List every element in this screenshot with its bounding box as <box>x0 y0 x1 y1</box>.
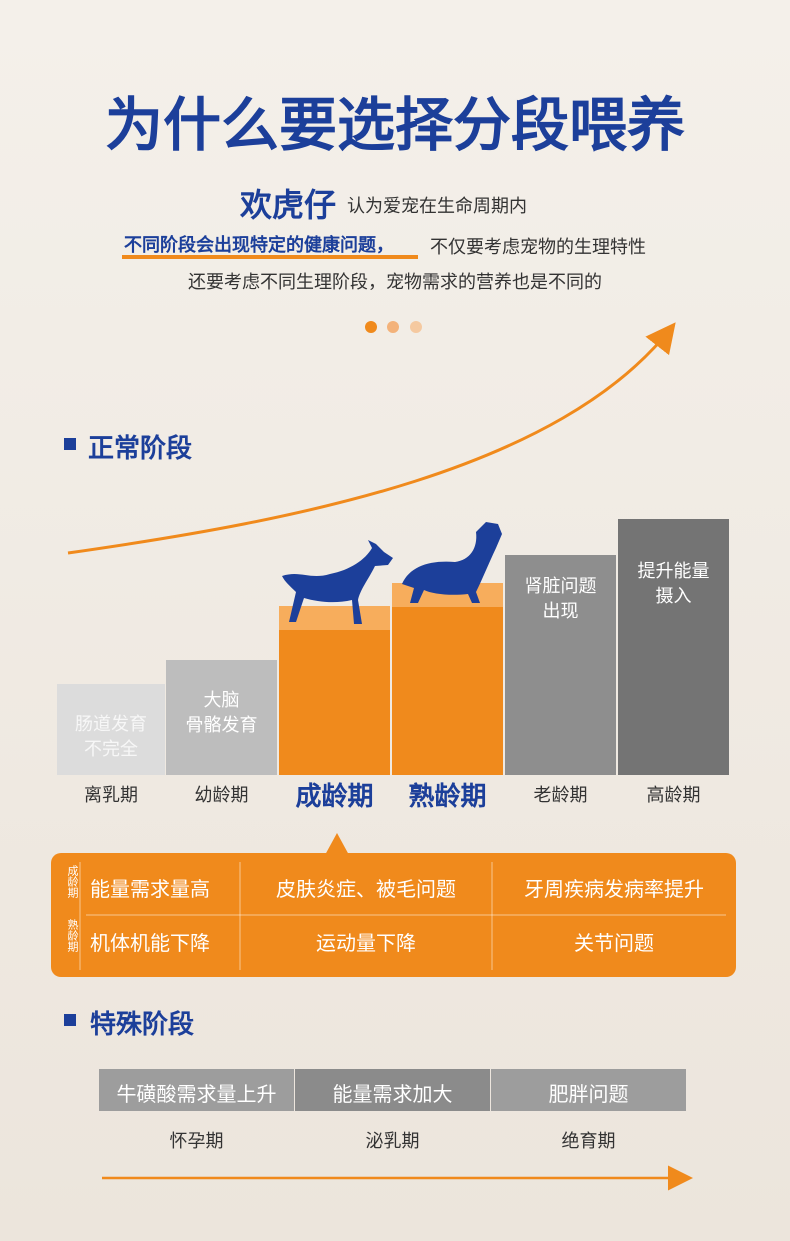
stage-label: 成龄期 <box>295 782 374 812</box>
stage-label: 老龄期 <box>533 785 588 806</box>
intro-text: 不仅要考虑宠物的生理特性 <box>430 237 646 258</box>
panel-cell: 皮肤炎症、被毛问题 <box>276 877 456 901</box>
stage-label: 熟龄期 <box>408 782 487 812</box>
need-cell: 能量需求加大 <box>332 1082 453 1106</box>
stage-note: 摄入 <box>655 586 692 607</box>
panel-cell: 能量需求量高 <box>90 877 210 901</box>
stage-note: 骨骼发育 <box>185 715 258 736</box>
panel-cell: 牙周疾病发病率提升 <box>524 877 704 901</box>
stage-note: 肠道发育 <box>75 714 147 735</box>
section-heading: 特殊阶段 <box>90 1010 195 1040</box>
need-cell: 肥胖问题 <box>548 1082 629 1106</box>
title: 为什么要选择分段喂养 <box>104 91 685 159</box>
stage-note: 大脑 <box>203 690 240 711</box>
row-label: 成龄期 <box>66 865 79 898</box>
stage-note: 出现 <box>542 601 579 622</box>
special-stage: 怀孕期 <box>169 1131 224 1152</box>
stage-note: 肾脏问题 <box>524 576 597 597</box>
stage-label: 高龄期 <box>646 785 701 806</box>
intro-text: 还要考虑不同生理阶段，宠物需求的营养也是不同的 <box>188 272 602 293</box>
panel-cell: 运动量下降 <box>316 931 416 955</box>
panel-cell: 机体机能下降 <box>90 931 210 955</box>
stage-note: 不完全 <box>84 739 138 760</box>
need-cell: 牛磺酸需求量上升 <box>116 1082 277 1106</box>
highlight: 不同阶段会出现特定的健康问题， <box>124 235 394 256</box>
panel-cell: 关节问题 <box>574 931 654 955</box>
intro-text: 认为爱宠在生命周期内 <box>347 196 527 217</box>
stage-label: 离乳期 <box>84 785 138 806</box>
row-label: 熟龄期 <box>66 919 79 952</box>
special-stage: 绝育期 <box>561 1131 616 1152</box>
section-heading: 正常阶段 <box>88 434 193 464</box>
stage-label: 幼龄期 <box>194 785 249 806</box>
brand: 欢虎仔 <box>240 186 337 224</box>
stage-note: 提升能量 <box>637 561 710 582</box>
special-stage: 泌乳期 <box>365 1131 420 1152</box>
